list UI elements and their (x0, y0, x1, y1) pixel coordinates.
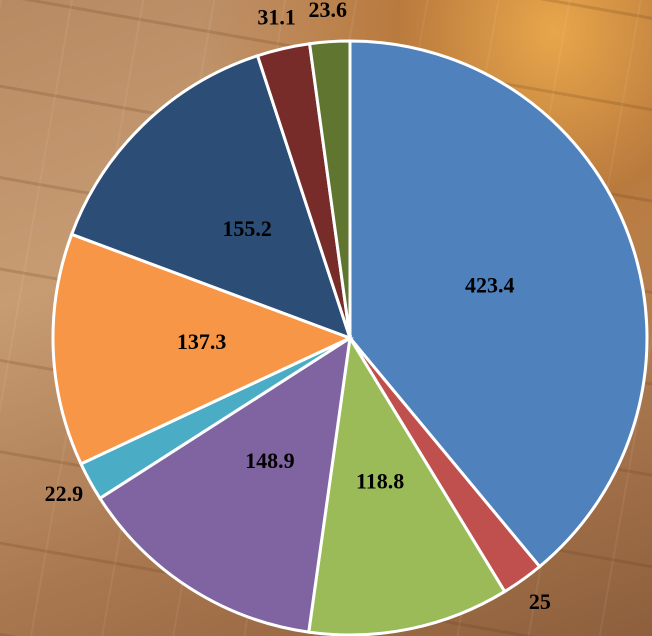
data-label: 155.2 (222, 216, 272, 241)
data-label: 118.8 (356, 468, 404, 493)
data-label: 22.9 (45, 481, 84, 506)
data-label: 423.4 (465, 273, 515, 298)
data-label: 31.1 (257, 5, 296, 30)
data-label: 148.9 (245, 448, 295, 473)
pie-slice (348, 39, 649, 569)
data-label: 23.6 (308, 0, 347, 22)
data-label: 137.3 (177, 329, 227, 354)
pie-slice (307, 39, 352, 339)
pie-slice (51, 232, 354, 466)
pie-slice (97, 334, 352, 634)
data-label: 25 (529, 589, 551, 614)
pie-slice (307, 333, 507, 636)
